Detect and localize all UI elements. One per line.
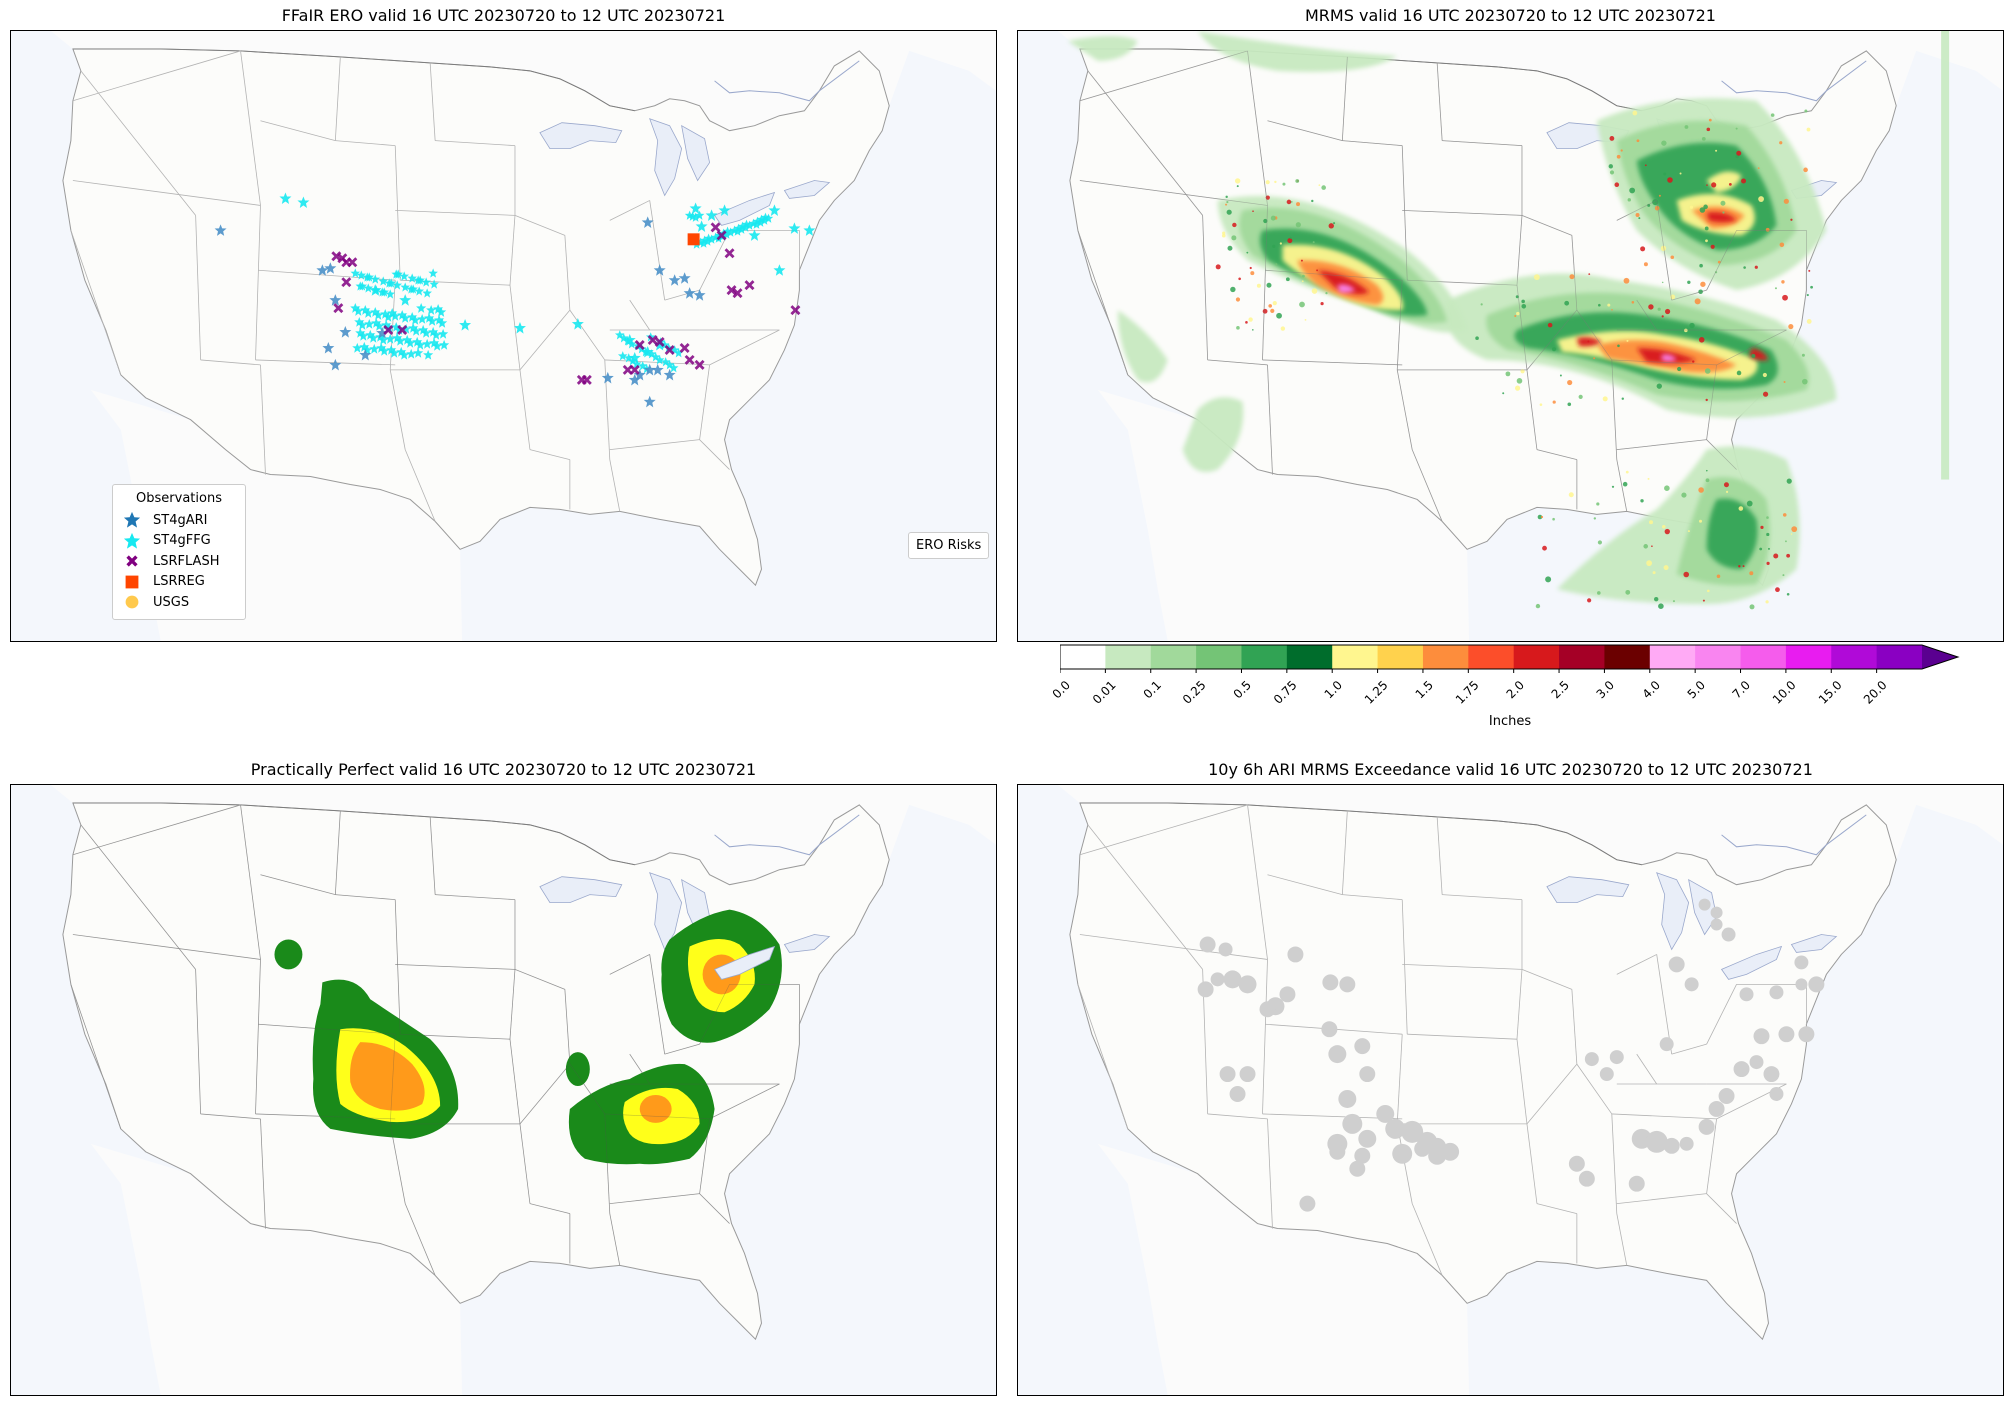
colorbar-swatch [1831,645,1878,669]
legend-label: LSRFLASH [153,553,220,569]
colorbar-tick-label: 10.0 [1770,678,1799,707]
pp-map [10,784,997,1396]
colorbar-tick-label: 3.0 [1593,678,1618,702]
circle-icon [123,593,141,611]
colorbar-swatch [1196,645,1242,669]
colorbar-tick-label: 7.0 [1730,678,1754,702]
colorbar-swatch [1377,645,1424,669]
colorbar-tick-label: 0.5 [1230,678,1255,702]
ari-map [1017,784,2004,1396]
colorbar-swatch [1422,645,1469,669]
star-icon [123,532,141,550]
pp-panel-title: Practically Perfect valid 16 UTC 2023072… [250,760,757,779]
colorbar-swatch [1468,645,1515,669]
colorbar-tick-label: 2.0 [1503,678,1527,702]
legend-label: LSRREG [153,574,205,590]
pp-map-canvas [11,785,996,1395]
colorbar-tick-label: 5.0 [1684,678,1709,702]
colorbar-swatch [1604,645,1651,669]
ari-map-canvas [1018,785,2003,1395]
colorbar-tick-label: 4.0 [1639,678,1663,702]
colorbar-swatch [1513,645,1560,669]
colorbar-tick-label: 1.25 [1361,678,1391,707]
colorbar-swatch [1241,645,1288,669]
ero-panel-title: FFaIR ERO valid 16 UTC 20230720 to 12 UT… [281,6,726,25]
x-marker-icon [123,552,141,570]
observations-legend-title: Observations [136,491,222,506]
mrms-map [1017,30,2004,642]
ero-risks-legend-title: ERO Risks [916,538,982,553]
colorbar-swatch [1150,645,1197,669]
colorbar-tick-label: 20.0 [1860,678,1890,707]
colorbar-swatch [1876,645,1923,669]
colorbar-tick-label: 1.0 [1321,678,1346,702]
square-icon [123,573,141,591]
colorbar-label: Inches [1488,714,1532,729]
legend-label: ST4gARI [153,512,208,528]
colorbar-tick-label: 15.0 [1815,678,1845,707]
legend-item-st4gffg: ST4gFFG [123,531,235,552]
colorbar-tick-label: 0.25 [1180,678,1210,707]
colorbar-tick-label: 1.5 [1412,678,1436,702]
legend-label: ST4gFFG [153,533,211,549]
colorbar-swatches [1060,644,1960,673]
colorbar-tick-label: 1.75 [1452,678,1482,707]
colorbar-swatch [1649,645,1696,669]
colorbar-swatch [1785,645,1832,669]
mrms-map-canvas [1018,31,2003,641]
colorbar-swatch [1559,645,1605,669]
colorbar-swatch [1740,645,1787,669]
colorbar-swatch [1695,645,1742,669]
legend-item-lsrflash: LSRFLASH [123,551,235,572]
precip-colorbar: 0.0 0.01 0.1 0.25 0.5 0.75 1.0 1.25 1.5 1.75 2.0 2.… [1049,644,1960,744]
ero-map-canvas [11,31,996,641]
colorbar-extend-arrow [1922,645,1958,669]
star-icon [123,511,141,529]
colorbar-swatch [1060,645,1106,669]
colorbar-swatch [1332,645,1379,669]
ero-risks-legend: ERO Risks [908,532,990,559]
colorbar-tick-label: 0.1 [1140,678,1164,702]
colorbar-tick-label: 0.75 [1270,678,1300,707]
legend-item-st4gari: ST4gARI [123,510,235,531]
colorbar-swatch [1105,645,1152,669]
colorbar-ticks: 0.0 0.01 0.1 0.25 0.5 0.75 1.0 1.25 1.5 1.75 2.0 2.… [1049,644,1960,744]
colorbar-tick-label: 0.0 [1049,678,1073,702]
observations-legend: Observations ST4gARI ST4gFFG LSRFLASH LS… [112,484,246,620]
colorbar-tick-label: 2.5 [1548,678,1572,702]
ari-panel-title: 10y 6h ARI MRMS Exceedance valid 16 UTC … [1208,760,1813,779]
colorbar-swatch [1286,645,1333,669]
colorbar-tick-label: 0.01 [1089,678,1119,707]
legend-label: USGS [153,594,190,610]
legend-item-usgs: USGS [123,592,235,613]
legend-item-lsrreg: LSRREG [123,572,235,593]
mrms-panel-title: MRMS valid 16 UTC 20230720 to 12 UTC 202… [1305,6,1716,25]
